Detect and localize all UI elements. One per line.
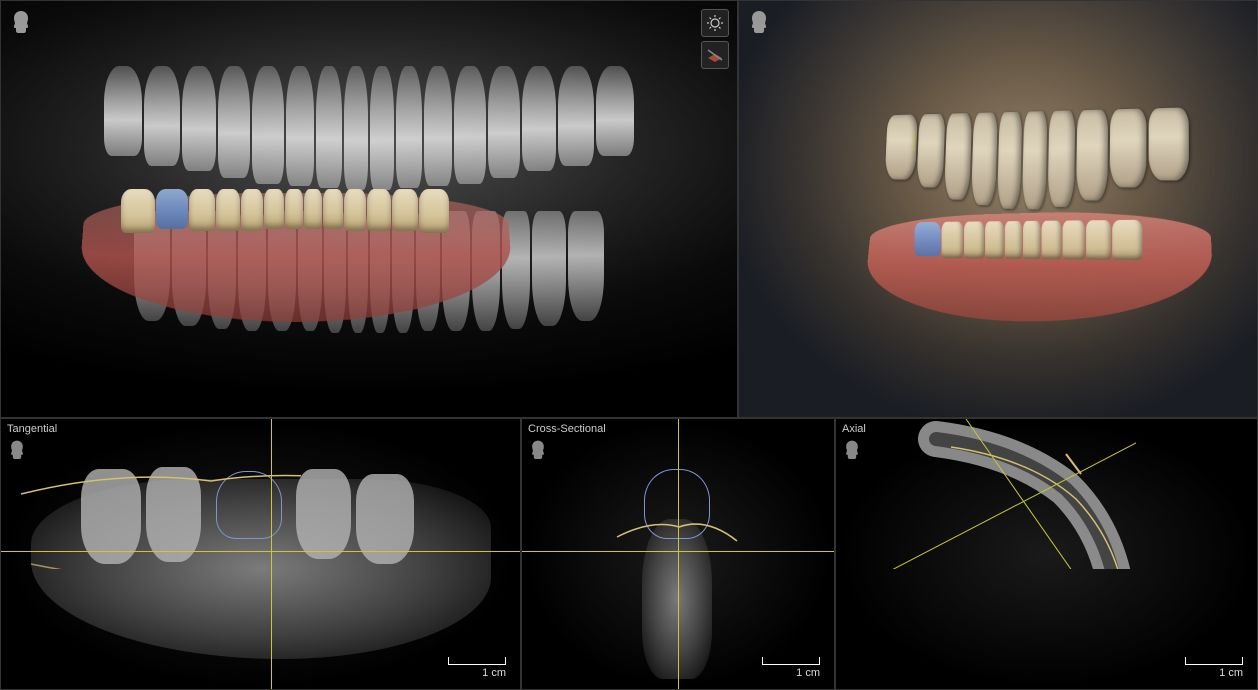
axial-viewport[interactable]: Axial 1 (835, 418, 1258, 690)
crosshair-horizontal[interactable] (1, 551, 520, 552)
volume-3d-viewport[interactable] (738, 0, 1258, 418)
implant-tooth-3d (915, 222, 941, 256)
cross-sectional-viewport[interactable]: Cross-Sectional 1 cm (521, 418, 835, 690)
crosshair-vertical[interactable] (678, 419, 679, 689)
implant-outline-tangential (216, 471, 282, 539)
implant-outline-cross (644, 469, 710, 539)
panoramic-viewport[interactable] (0, 0, 738, 418)
plane-toggle-button[interactable] (701, 41, 729, 69)
scale-bar-axial: 1 cm (1185, 657, 1243, 679)
implant-tooth (156, 189, 188, 229)
axial-bone (836, 419, 1136, 569)
cross-sectional-label: Cross-Sectional (528, 423, 606, 435)
orientation-head-icon[interactable] (9, 9, 33, 37)
brightness-icon (706, 14, 724, 32)
tangential-viewport[interactable]: Tangential (0, 418, 521, 690)
orientation-head-cross[interactable] (528, 439, 548, 463)
prosthetic-teeth (121, 189, 449, 233)
upper-teeth-3d (883, 107, 1189, 213)
panoramic-tools (701, 9, 729, 69)
viewport-grid: Tangential (0, 0, 1258, 690)
lower-teeth-3d (915, 220, 1143, 260)
orientation-head-axial[interactable] (842, 439, 862, 463)
scale-bar-tangential: 1 cm (448, 657, 506, 679)
tangential-label: Tangential (7, 423, 57, 435)
slice-panels: Tangential (0, 418, 1258, 690)
crosshair-vertical[interactable] (271, 419, 272, 689)
scale-bar-cross: 1 cm (762, 657, 820, 679)
plane-toggle-icon (706, 46, 724, 64)
orientation-head-tangential[interactable] (7, 439, 27, 463)
upper-teeth-xray (104, 66, 634, 190)
brightness-button[interactable] (701, 9, 729, 37)
axial-label: Axial (842, 423, 866, 435)
orientation-head-icon-3d[interactable] (747, 9, 771, 37)
